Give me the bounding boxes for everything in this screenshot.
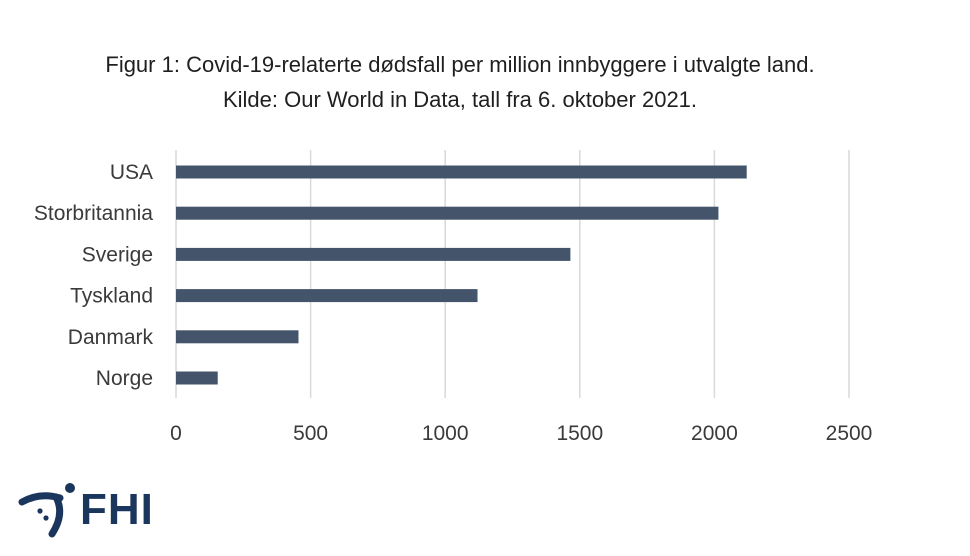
fhi-logo-mark-icon: [18, 483, 75, 538]
category-label: USA: [110, 161, 153, 184]
x-tick-label: 2500: [826, 422, 873, 445]
category-labels: USA Storbritannia Sverige Tyskland Danmark No…: [34, 161, 154, 390]
category-label: Norge: [96, 367, 153, 390]
bar-storbritannia: [176, 206, 719, 220]
category-label: Tyskland: [70, 285, 153, 308]
bar-sverige: [176, 247, 571, 261]
category-label: Danmark: [68, 326, 154, 349]
bar-norge: [176, 371, 218, 385]
bar-tyskland: [176, 289, 478, 303]
x-tick-label: 1000: [422, 422, 469, 445]
chart-subtitle: Kilde: Our World in Data, tall fra 6. ok…: [222, 87, 698, 112]
x-tick-label: 0: [170, 422, 182, 445]
x-axis-ticks: 0 500 1000 1500 2000 2500: [170, 422, 872, 445]
gridlines: [175, 150, 850, 398]
bars: [176, 165, 747, 385]
category-label: Storbritannia: [34, 202, 153, 225]
x-tick-label: 1500: [556, 422, 603, 445]
x-tick-label: 2000: [691, 422, 738, 445]
x-tick-label: 500: [293, 422, 328, 445]
category-label: Sverige: [82, 243, 153, 266]
bar-danmark: [176, 330, 299, 344]
chart-title: Figur 1: Covid-19-relaterte dødsfall per…: [105, 52, 815, 77]
bar-usa: [176, 165, 747, 179]
fhi-logo: FHI: [18, 480, 154, 540]
fhi-logo-text: FHI: [80, 485, 154, 534]
